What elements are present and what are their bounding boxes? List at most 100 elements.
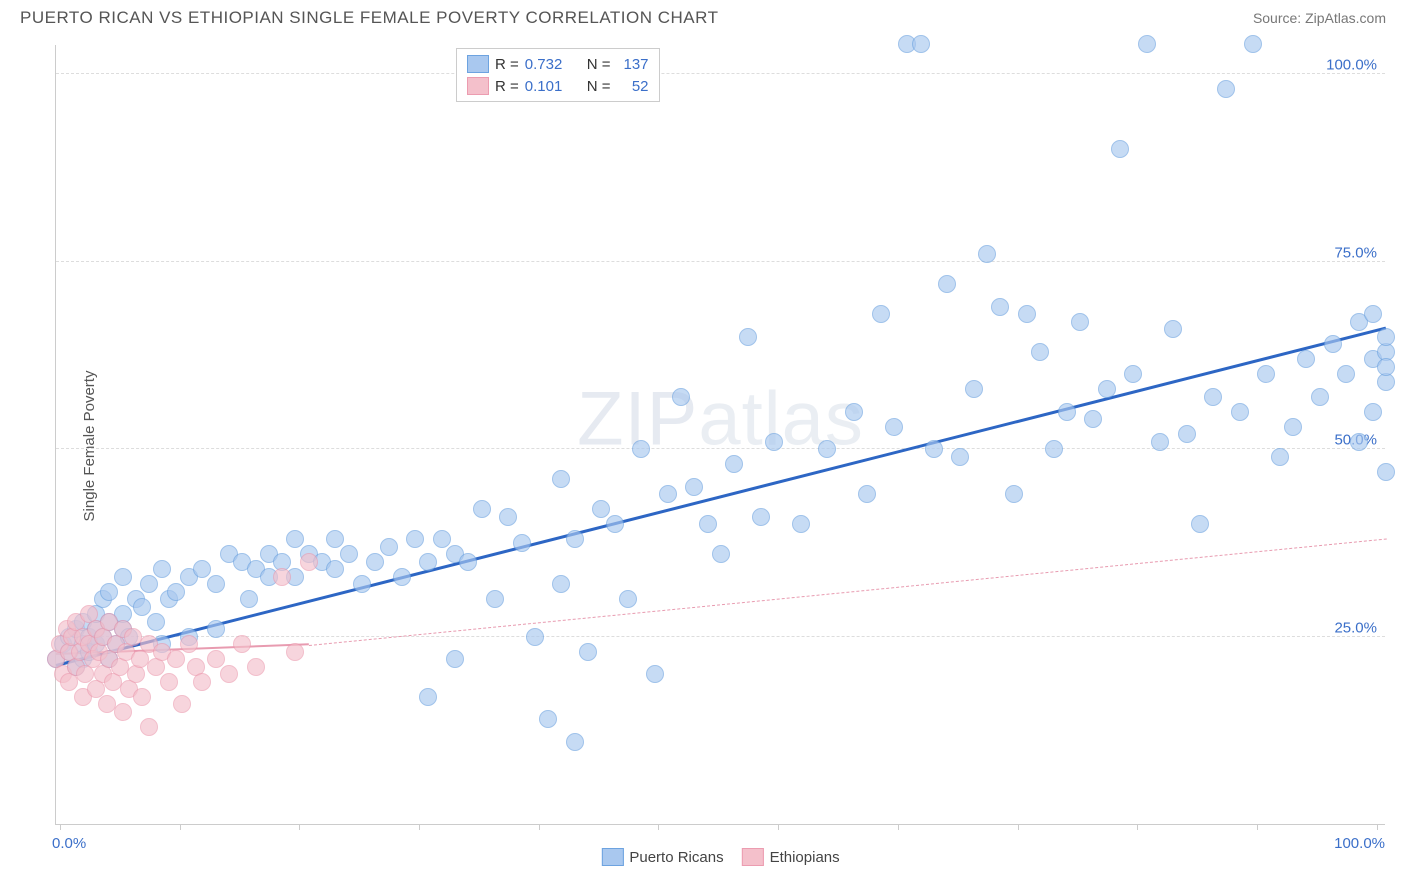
- data-point: [818, 440, 836, 458]
- data-point: [419, 553, 437, 571]
- data-point: [366, 553, 384, 571]
- data-point: [699, 515, 717, 533]
- x-tick: [1257, 824, 1258, 830]
- data-point: [858, 485, 876, 503]
- n-value: 137: [617, 56, 649, 73]
- gridline: [56, 73, 1385, 74]
- legend-label: Ethiopians: [770, 849, 840, 866]
- data-point: [326, 530, 344, 548]
- data-point: [885, 418, 903, 436]
- gridline: [56, 261, 1385, 262]
- data-point: [207, 575, 225, 593]
- data-point: [1350, 433, 1368, 451]
- data-point: [1191, 515, 1209, 533]
- x-tick: [539, 824, 540, 830]
- data-point: [1111, 140, 1129, 158]
- data-point: [247, 658, 265, 676]
- data-point: [1058, 403, 1076, 421]
- data-point: [140, 575, 158, 593]
- data-point: [353, 575, 371, 593]
- data-point: [765, 433, 783, 451]
- data-point: [685, 478, 703, 496]
- x-tick: [180, 824, 181, 830]
- data-point: [153, 560, 171, 578]
- x-tick: [658, 824, 659, 830]
- legend-item: Puerto Ricans: [601, 848, 723, 866]
- n-label: N =: [587, 78, 611, 95]
- data-point: [499, 508, 517, 526]
- data-point: [133, 598, 151, 616]
- data-point: [1377, 328, 1395, 346]
- data-point: [1231, 403, 1249, 421]
- trend-line: [56, 326, 1387, 666]
- data-point: [167, 650, 185, 668]
- data-point: [147, 613, 165, 631]
- y-tick-label: 25.0%: [1334, 619, 1377, 636]
- data-point: [1337, 365, 1355, 383]
- data-point: [513, 534, 531, 552]
- data-point: [792, 515, 810, 533]
- data-point: [1071, 313, 1089, 331]
- data-point: [180, 635, 198, 653]
- x-tick: [419, 824, 420, 830]
- data-point: [207, 620, 225, 638]
- data-point: [419, 688, 437, 706]
- data-point: [340, 545, 358, 563]
- legend-swatch: [742, 848, 764, 866]
- r-label: R =: [495, 56, 519, 73]
- data-point: [406, 530, 424, 548]
- data-point: [1045, 440, 1063, 458]
- legend-item: Ethiopians: [742, 848, 840, 866]
- data-point: [938, 275, 956, 293]
- x-tick: [1377, 824, 1378, 830]
- data-point: [539, 710, 557, 728]
- data-point: [1364, 305, 1382, 323]
- x-tick: [778, 824, 779, 830]
- data-point: [872, 305, 890, 323]
- r-label: R =: [495, 78, 519, 95]
- data-point: [160, 673, 178, 691]
- data-point: [380, 538, 398, 556]
- data-point: [100, 583, 118, 601]
- data-point: [1124, 365, 1142, 383]
- data-point: [459, 553, 477, 571]
- data-point: [566, 530, 584, 548]
- data-point: [1297, 350, 1315, 368]
- y-tick-label: 100.0%: [1326, 57, 1377, 74]
- data-point: [286, 530, 304, 548]
- data-point: [133, 688, 151, 706]
- x-tick: [898, 824, 899, 830]
- data-point: [193, 673, 211, 691]
- data-point: [1217, 80, 1235, 98]
- data-point: [752, 508, 770, 526]
- x-tick: [60, 824, 61, 830]
- data-point: [1377, 463, 1395, 481]
- data-point: [1364, 403, 1382, 421]
- legend-swatch: [467, 55, 489, 73]
- data-point: [1005, 485, 1023, 503]
- x-tick: [1018, 824, 1019, 830]
- data-point: [712, 545, 730, 563]
- correlation-legend: R =0.732N =137R =0.101N =52: [456, 48, 660, 102]
- data-point: [300, 553, 318, 571]
- data-point: [393, 568, 411, 586]
- data-point: [739, 328, 757, 346]
- data-point: [1151, 433, 1169, 451]
- data-point: [1244, 35, 1262, 53]
- n-value: 52: [617, 78, 649, 95]
- scatter-plot-area: ZIPatlas 25.0%50.0%75.0%100.0%0.0%100.0%…: [55, 45, 1385, 825]
- data-point: [725, 455, 743, 473]
- data-point: [619, 590, 637, 608]
- y-tick-label: 75.0%: [1334, 244, 1377, 261]
- data-point: [140, 718, 158, 736]
- data-point: [552, 470, 570, 488]
- data-point: [845, 403, 863, 421]
- x-tick: [299, 824, 300, 830]
- data-point: [579, 643, 597, 661]
- series-legend: Puerto Ricans Ethiopians: [601, 848, 839, 866]
- data-point: [606, 515, 624, 533]
- data-point: [552, 575, 570, 593]
- data-point: [659, 485, 677, 503]
- gridline: [56, 448, 1385, 449]
- data-point: [326, 560, 344, 578]
